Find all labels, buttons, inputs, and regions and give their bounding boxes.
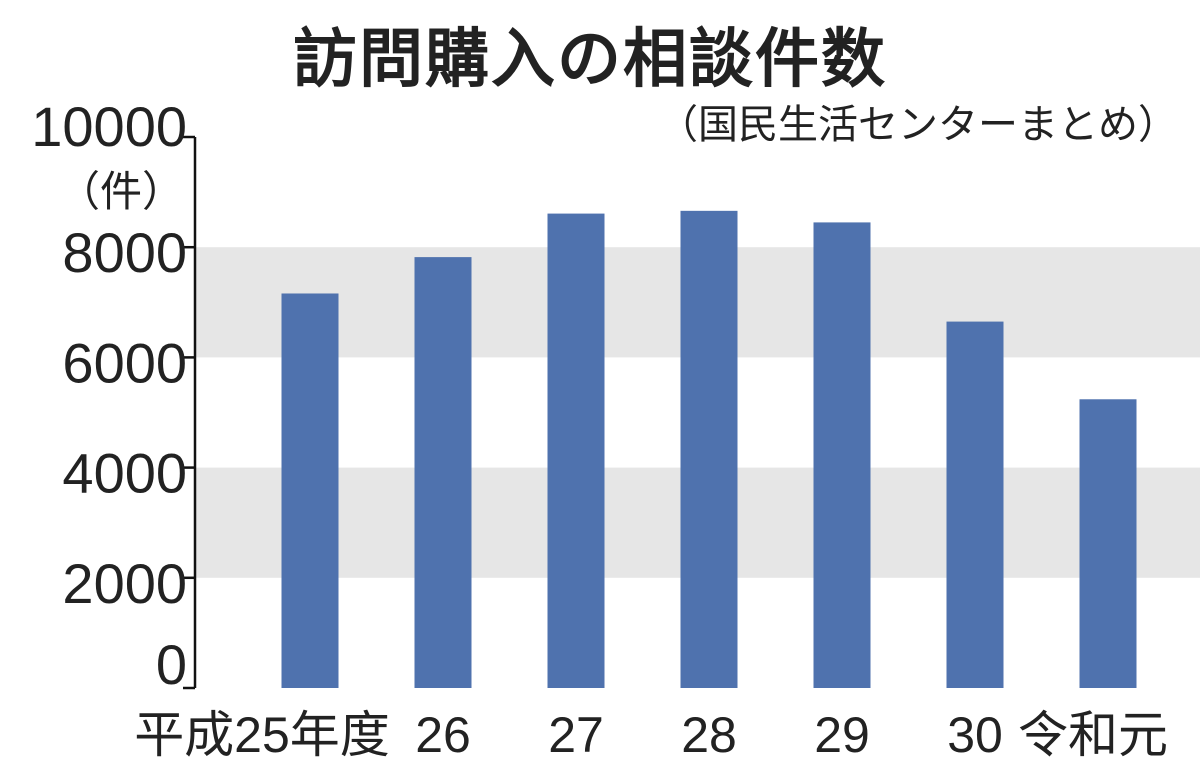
chart-subtitle: （国民生活センターまとめ）: [658, 102, 1178, 148]
x-tick-label: 26: [415, 707, 471, 763]
y-tick-label: 2000: [62, 552, 187, 615]
chart-title: 訪問購入の相談件数: [293, 23, 887, 97]
bar: [680, 210, 738, 689]
y-tick-label: 4000: [62, 442, 187, 505]
bar: [281, 293, 339, 688]
x-tick-label: 平成25年度: [134, 707, 390, 763]
bar: [547, 213, 605, 689]
x-tick-label: 27: [548, 707, 604, 763]
y-tick-label: 10000: [31, 95, 187, 158]
y-tick-label: 8000: [62, 221, 187, 284]
x-tick-label: 令和元: [1018, 707, 1168, 763]
bar: [946, 321, 1004, 688]
bar: [1079, 399, 1137, 688]
x-tick-label: 28: [681, 707, 737, 763]
y-axis-unit: （件）: [58, 168, 184, 215]
bar: [414, 257, 472, 688]
y-tick-label: 0: [156, 633, 187, 696]
y-tick-label: 6000: [62, 331, 187, 394]
x-tick-label: 29: [814, 707, 870, 763]
x-tick-label: 30: [947, 707, 1003, 763]
bar: [813, 222, 871, 688]
